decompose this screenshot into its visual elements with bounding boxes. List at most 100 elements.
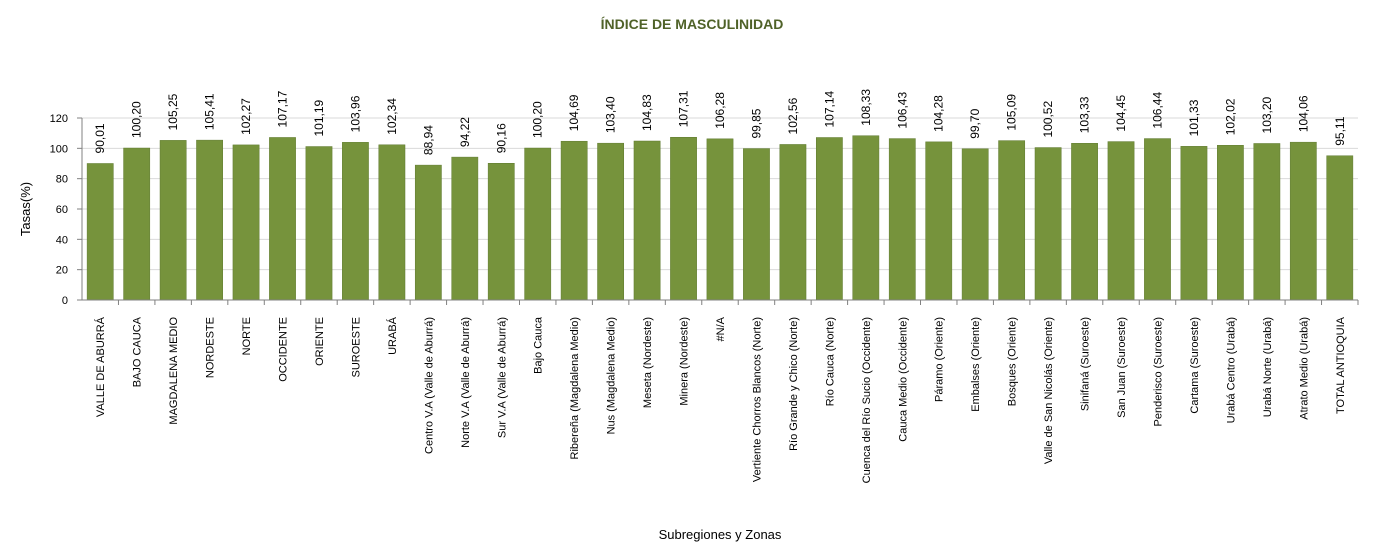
data-label: 104,28 xyxy=(932,95,946,132)
x-category-label: Vertiente Chorros Blancos (Norte) xyxy=(751,317,763,482)
data-label: 108,33 xyxy=(859,89,873,126)
x-category-label: BAJO CAUCA xyxy=(132,316,144,387)
bar xyxy=(1253,143,1281,301)
bar xyxy=(1180,146,1208,301)
x-category-label: Meseta (Nordeste) xyxy=(642,317,654,408)
bar xyxy=(1217,145,1244,301)
data-label: 100,20 xyxy=(531,101,545,138)
bar xyxy=(524,147,552,301)
data-label: 106,28 xyxy=(713,92,727,129)
y-axis-label: Tasas(%) xyxy=(18,182,33,236)
data-label: 95,11 xyxy=(1333,116,1347,145)
data-label: 103,20 xyxy=(1260,96,1274,133)
x-category-label: Nus (Magdalena Medio) xyxy=(606,317,618,434)
bar xyxy=(706,138,734,301)
x-category-label: Urabá Norte (Urabá) xyxy=(1262,317,1274,417)
data-label: 94,22 xyxy=(458,117,472,147)
x-category-label: Ribereña (Magdalena Medio) xyxy=(569,317,581,459)
x-category-label: Bajo Cauca xyxy=(533,316,545,374)
data-label: 104,06 xyxy=(1296,95,1310,132)
bar xyxy=(378,144,406,301)
data-labels: 90,01 100,20 105,25 105,41 102,27 107,17 101,1… xyxy=(93,89,1347,155)
y-tick-label: 40 xyxy=(56,234,68,246)
data-label: 102,34 xyxy=(385,98,399,135)
x-category-label: MAGDALENA MEDIO xyxy=(168,317,180,425)
x-category-label: Río Cauca (Norte) xyxy=(824,317,836,406)
x-category-label: Valle de San Nicolás (Oriente) xyxy=(1043,317,1055,464)
y-tick-label: 20 xyxy=(56,265,68,277)
x-category-label: Embalses (Oriente) xyxy=(970,317,982,412)
y-tick-label: 80 xyxy=(56,174,68,186)
x-category-label: Norte V.A (Valle de Aburrá) xyxy=(460,317,472,448)
x-category-label: Cuenca del Río Sucio (Occidente) xyxy=(861,317,873,483)
bar xyxy=(451,156,479,301)
x-category-label: SUROESTE xyxy=(350,317,362,378)
bar xyxy=(961,148,989,301)
data-label: 100,52 xyxy=(1041,101,1055,138)
bar xyxy=(998,140,1026,301)
bar xyxy=(888,138,916,301)
x-category-label: Urabá Centro (Urabá) xyxy=(1225,317,1237,423)
data-label: 103,40 xyxy=(604,96,618,133)
data-label: 105,09 xyxy=(1005,94,1019,131)
data-label: 101,19 xyxy=(312,99,326,136)
bar xyxy=(670,136,697,301)
x-category-label: Penderisco (Suroeste) xyxy=(1152,317,1164,426)
bar xyxy=(1034,147,1062,301)
bar xyxy=(269,137,296,301)
data-label: 103,96 xyxy=(348,95,362,132)
x-category-label: Bosques (Oriente) xyxy=(1007,317,1019,406)
x-category-labels: VALLE DE ABURRÁ BAJO CAUCA MAGDALENA MEDIO… xyxy=(94,316,1347,483)
bar xyxy=(1326,155,1354,301)
bar xyxy=(852,135,880,301)
bar xyxy=(487,163,515,301)
bar xyxy=(86,163,114,301)
x-category-label: #N/A xyxy=(715,316,727,341)
x-category-label: San Juan (Suroeste) xyxy=(1116,317,1128,418)
data-label: 107,14 xyxy=(822,90,836,127)
data-label: 88,94 xyxy=(421,125,435,155)
bar xyxy=(159,140,187,301)
x-category-label: VALLE DE ABURRÁ xyxy=(94,316,107,417)
data-label: 107,17 xyxy=(276,90,290,127)
data-label: 104,83 xyxy=(640,94,654,131)
y-tick-label: 120 xyxy=(50,113,68,125)
bar xyxy=(597,142,625,301)
x-category-label: NORTE xyxy=(241,317,253,355)
data-label: 101,33 xyxy=(1187,99,1201,136)
x-category-label: Sinifaná (Suroeste) xyxy=(1080,317,1092,411)
data-label: 105,41 xyxy=(203,93,217,130)
bar xyxy=(305,146,333,301)
x-category-label: Río Grande y Chico (Norte) xyxy=(788,317,800,451)
x-category-label: Cartama (Suroeste) xyxy=(1189,317,1201,414)
x-category-label: URABÁ xyxy=(386,316,399,355)
y-tick-label: 0 xyxy=(62,295,68,307)
x-category-label: TOTAL ANTIOQUIA xyxy=(1335,316,1347,414)
axes xyxy=(77,117,1359,305)
x-category-label: NORDESTE xyxy=(205,317,217,378)
bar xyxy=(123,147,151,301)
data-label: 103,33 xyxy=(1078,96,1092,133)
x-category-label: Centro V.A (Valle de Aburrá) xyxy=(423,317,435,454)
x-category-label: Atrato Medio (Urabá) xyxy=(1298,317,1310,420)
bar xyxy=(1289,141,1317,301)
bar xyxy=(779,144,807,301)
bar xyxy=(414,164,442,301)
bar xyxy=(232,144,260,301)
bar xyxy=(925,141,953,301)
data-label: 90,16 xyxy=(494,123,508,153)
bar xyxy=(1107,141,1135,301)
y-tick-label: 60 xyxy=(56,204,68,216)
data-label: 104,45 xyxy=(1114,95,1128,132)
data-label: 102,02 xyxy=(1223,98,1237,135)
bar xyxy=(560,140,588,301)
x-category-label: ORIENTE xyxy=(314,317,326,366)
bar xyxy=(1144,138,1171,301)
data-label: 105,25 xyxy=(166,93,180,130)
bar xyxy=(633,140,661,301)
data-label: 104,69 xyxy=(567,94,581,131)
x-category-label: Sur V.A (Valle de Aburrá) xyxy=(496,317,508,438)
x-category-label: Cauca Medio (Occidente) xyxy=(897,317,909,442)
